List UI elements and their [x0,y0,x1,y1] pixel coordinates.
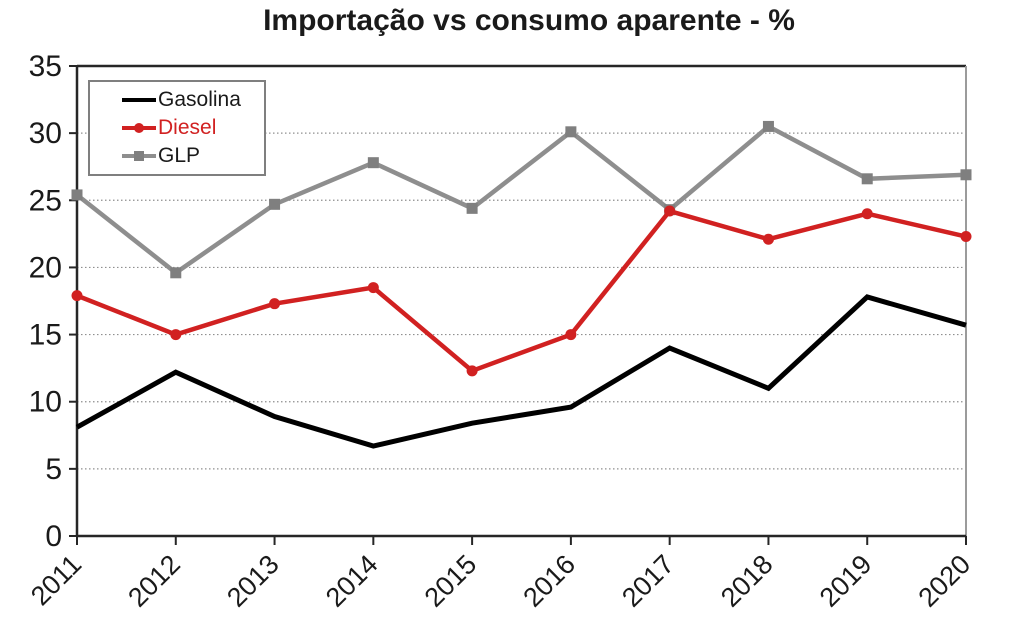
series-marker-glp-2014 [367,157,379,169]
legend-marker-glp-icon [134,151,144,161]
series-marker-diesel-2016 [565,329,577,341]
legend-label-gasolina: Gasolina [158,88,241,111]
x-tick-label-2011: 2011 [25,549,87,611]
y-tick-label-5: 5 [45,453,62,486]
y-tick-label-35: 35 [29,50,62,83]
series-marker-diesel-2019 [861,208,873,220]
series-marker-glp-2016 [565,126,577,138]
x-tick-label-2020: 2020 [913,549,977,613]
series-marker-glp-2012 [170,267,182,279]
legend-marker-diesel-icon [134,123,144,133]
y-tick-label-30: 30 [29,117,62,150]
x-tick-label-2014: 2014 [320,549,384,613]
legend: Gasolina Diesel GLP [88,80,266,176]
legend-label-diesel: Diesel [158,116,217,139]
legend-swatch-diesel-icon [122,122,156,134]
series-marker-glp-2015 [466,202,478,214]
legend-item-diesel: Diesel [122,114,264,142]
series-marker-diesel-2011 [71,290,83,302]
y-tick-label-25: 25 [29,184,62,217]
series-marker-diesel-2012 [170,329,182,341]
legend-label-glp: GLP [158,144,201,167]
legend-item-gasolina: Gasolina [122,86,264,114]
x-tick-label-2015: 2015 [419,549,483,613]
legend-line-gasolina-icon [122,98,156,102]
y-tick-label-15: 15 [29,319,62,352]
series-marker-glp-2013 [269,198,281,210]
series-marker-diesel-2020 [960,231,972,243]
series-line-diesel [76,208,967,374]
x-tick-label-2018: 2018 [715,549,779,613]
x-tick-label-2016: 2016 [517,549,581,613]
series-line-gasolina [75,294,967,449]
y-tick-label-0: 0 [45,520,62,553]
series-marker-diesel-2013 [269,298,281,310]
legend-swatch-glp-icon [122,150,156,162]
series-marker-diesel-2018 [762,233,774,245]
series-marker-glp-2020 [960,169,972,181]
legend-swatch-gasolina-icon [122,94,156,106]
x-tick-label-2012: 2012 [122,549,186,613]
x-tick-label-2017: 2017 [616,549,680,613]
series-marker-diesel-2015 [466,365,478,377]
x-tick-label-2013: 2013 [221,549,285,613]
series-marker-glp-2019 [861,173,873,185]
x-tick-label-2019: 2019 [814,549,878,613]
series-line-glp [75,123,967,276]
series-marker-diesel-2014 [367,282,379,294]
series-marker-diesel-2017 [664,205,676,217]
series-marker-glp-2018 [762,120,774,132]
y-tick-label-20: 20 [29,251,62,284]
y-tick-label-10: 10 [29,386,62,419]
series-marker-glp-2011 [71,189,83,201]
chart-title: Importação vs consumo aparente - % [263,4,795,37]
legend-item-glp: GLP [122,142,264,170]
